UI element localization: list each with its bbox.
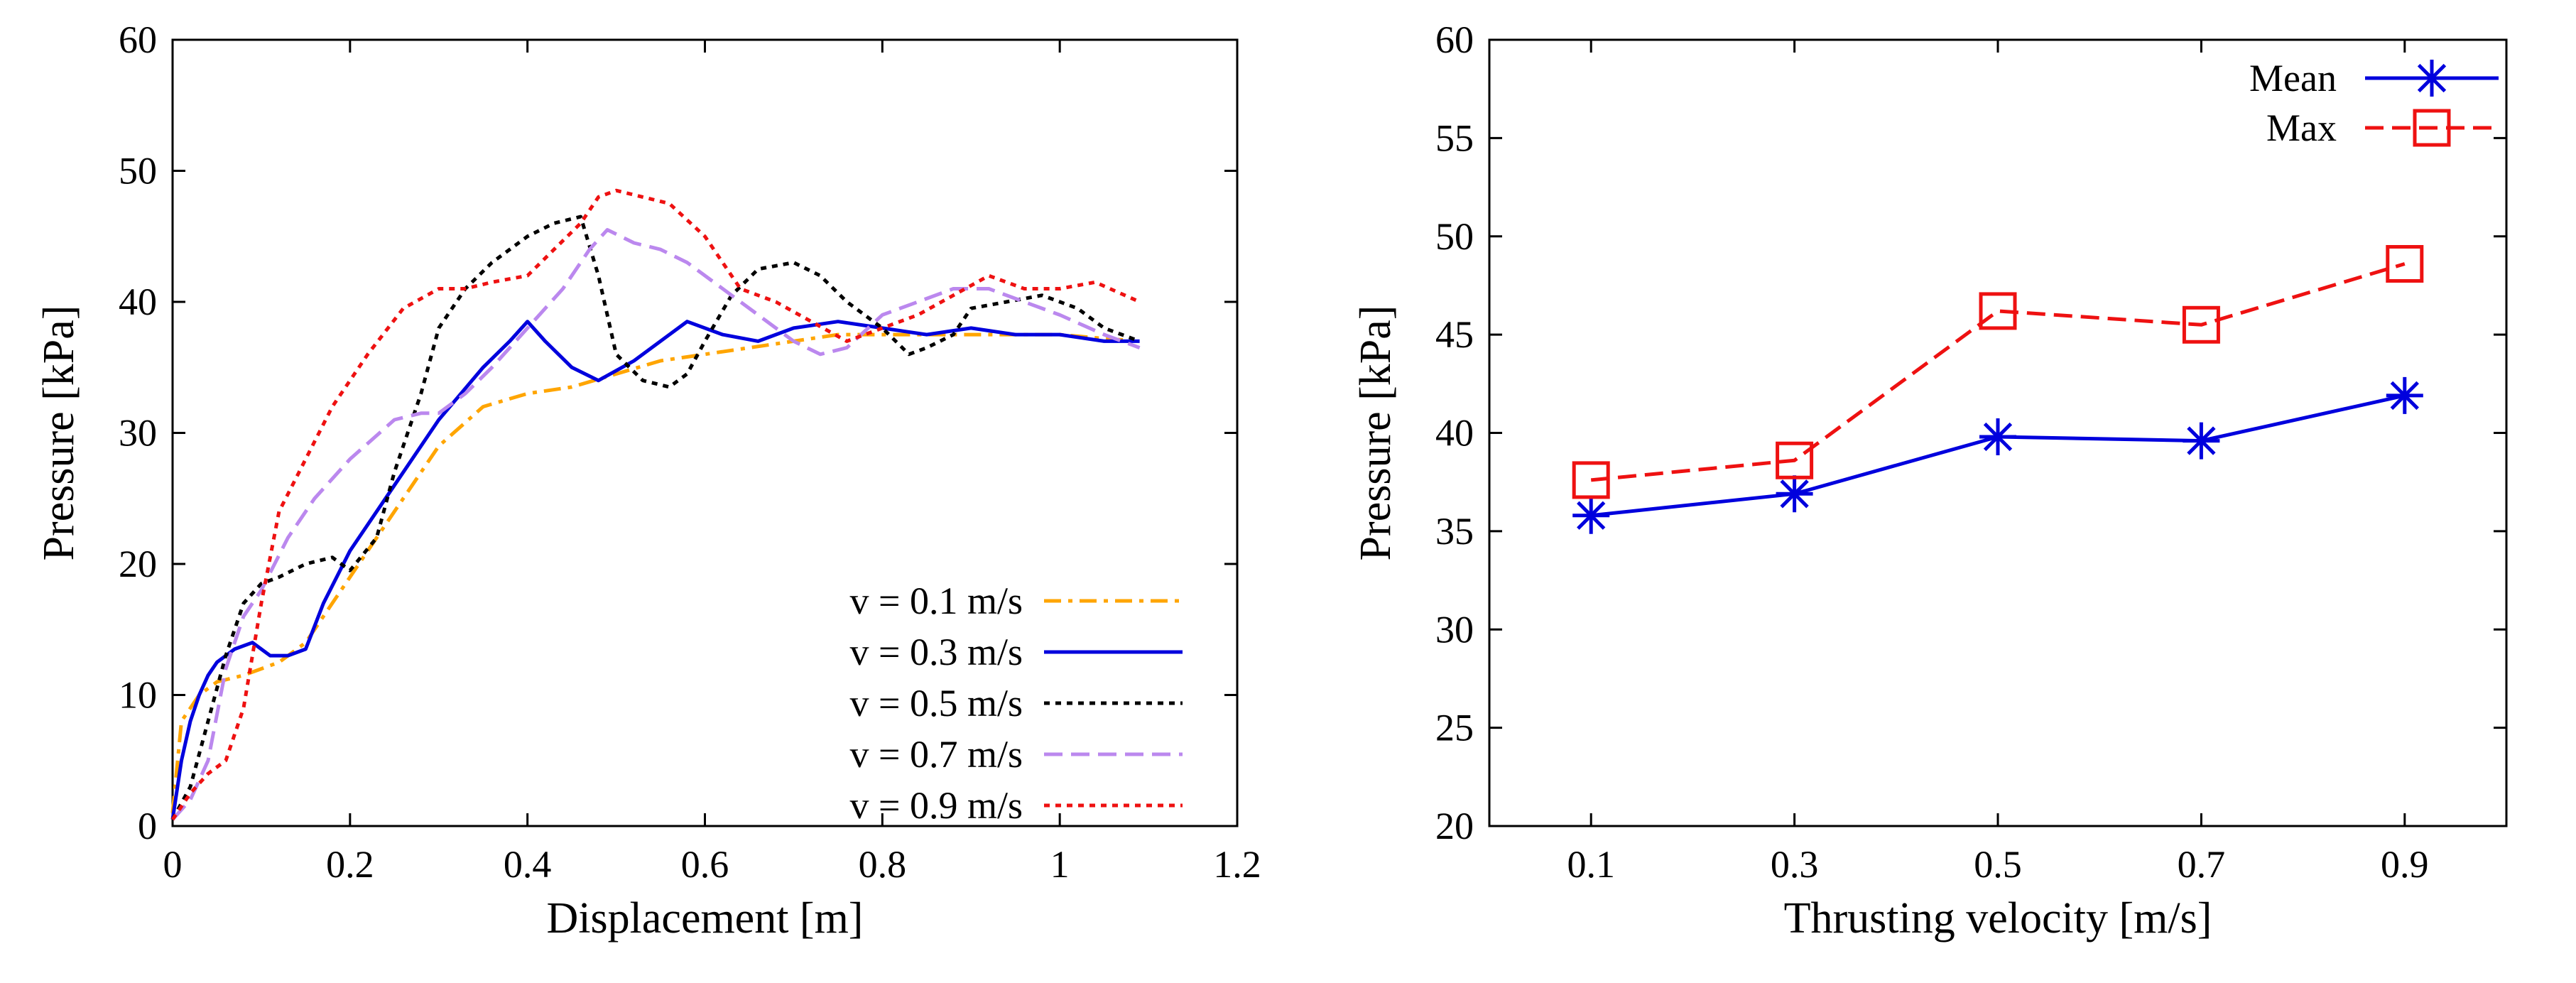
y-tick-label: 0 [138, 805, 157, 847]
series-1 [1572, 376, 2423, 534]
y-tick-label: 40 [119, 281, 157, 323]
y-axis-label: Pressure [kPa] [1352, 305, 1400, 561]
plot-frame [171, 38, 1239, 827]
series-line [1590, 262, 2406, 482]
legend-label: v = 0.5 m/s [850, 682, 1023, 724]
data-point [2183, 422, 2220, 460]
series-line [171, 228, 1141, 821]
x-axis-label: Thrusting velocity [m/s] [1784, 894, 2212, 943]
data-point [1979, 418, 2016, 456]
x-tick-label: 0.7 [2178, 843, 2226, 886]
data-point [1572, 461, 1610, 499]
series-2 [170, 320, 1140, 820]
y-tick-label: 60 [1435, 18, 1474, 61]
y-tick-label: 35 [1435, 510, 1474, 553]
x-tick-label: 0.4 [504, 843, 552, 886]
y-tick-label: 60 [119, 18, 157, 61]
y-tick-label: 20 [119, 543, 157, 585]
data-point [1979, 292, 2017, 330]
chart-velocity-pressure: 0.1 0.3 0.5 0.7 0.9 20 25 30 35 40 45 50 55 60 Thrusti… [1352, 18, 2508, 943]
data-point [1776, 475, 1813, 513]
y-tick-label: 25 [1435, 707, 1474, 749]
legend: Mean Max [2249, 57, 2499, 149]
y-tick-label: 40 [1435, 412, 1474, 455]
x-tick-label: 0.5 [1974, 843, 2022, 886]
legend-label: Mean [2249, 57, 2337, 99]
legend-marker [2413, 109, 2451, 147]
data-point [2386, 244, 2424, 283]
y-tick-label: 50 [119, 150, 157, 192]
x-tick-label: 0 [163, 843, 183, 886]
x-tick-label: 0.3 [1771, 843, 1819, 886]
marker-stroke [1983, 422, 2013, 452]
x-tick-label: 0.2 [326, 843, 374, 886]
x-tick-label: 0.1 [1567, 843, 1615, 886]
y-tick-label: 30 [1435, 608, 1474, 651]
marker-stroke [2390, 381, 2419, 411]
legend-label: Max [2266, 107, 2337, 149]
y-tick-label: 30 [119, 412, 157, 455]
data-point [2182, 305, 2220, 344]
series-line [170, 188, 1141, 821]
legend-marker [2413, 60, 2450, 97]
y-tick-label: 10 [119, 674, 157, 717]
x-axis-label: Displacement [m] [547, 894, 864, 943]
y-tick-label: 50 [1435, 215, 1474, 258]
x-tick-label: 0.6 [681, 843, 729, 886]
marker-stroke [2417, 63, 2447, 93]
x-tick-label: 1.2 [1213, 843, 1261, 886]
y-axis-label: Pressure [kPa] [35, 305, 83, 561]
data-point [1776, 441, 1814, 479]
x-tick-label: 0.8 [859, 843, 907, 886]
data-point [1572, 496, 1610, 534]
marker-stroke [2187, 426, 2216, 455]
series-3 [170, 214, 1141, 820]
legend-label: v = 0.1 m/s [850, 580, 1023, 622]
series-4 [171, 228, 1141, 821]
series-line [170, 214, 1141, 820]
legend: v = 0.1 m/s v = 0.3 m/s v = 0.5 m/s v = 0.7… [850, 580, 1183, 827]
series-5 [170, 188, 1141, 821]
chart-displacement-pressure: 0 0.2 0.4 0.6 0.8 1 1.2 0 10 20 30 40 50 60 Displaceme… [35, 18, 1261, 943]
y-tick-label: 45 [1435, 313, 1474, 356]
marker-stroke [1577, 501, 1606, 530]
series-line [1590, 393, 2406, 518]
y-tick-label: 55 [1435, 116, 1474, 159]
legend-label: v = 0.7 m/s [850, 733, 1023, 776]
x-tick-label: 0.9 [2381, 843, 2429, 886]
legend-label: v = 0.3 m/s [850, 631, 1023, 673]
data-point [2386, 376, 2423, 414]
x-tick-label: 1 [1050, 843, 1070, 886]
y-tick-label: 20 [1435, 805, 1474, 847]
marker-stroke [1780, 479, 1809, 509]
series-2 [1572, 244, 2424, 499]
series-line [170, 320, 1140, 820]
legend-label: v = 0.9 m/s [850, 784, 1023, 827]
